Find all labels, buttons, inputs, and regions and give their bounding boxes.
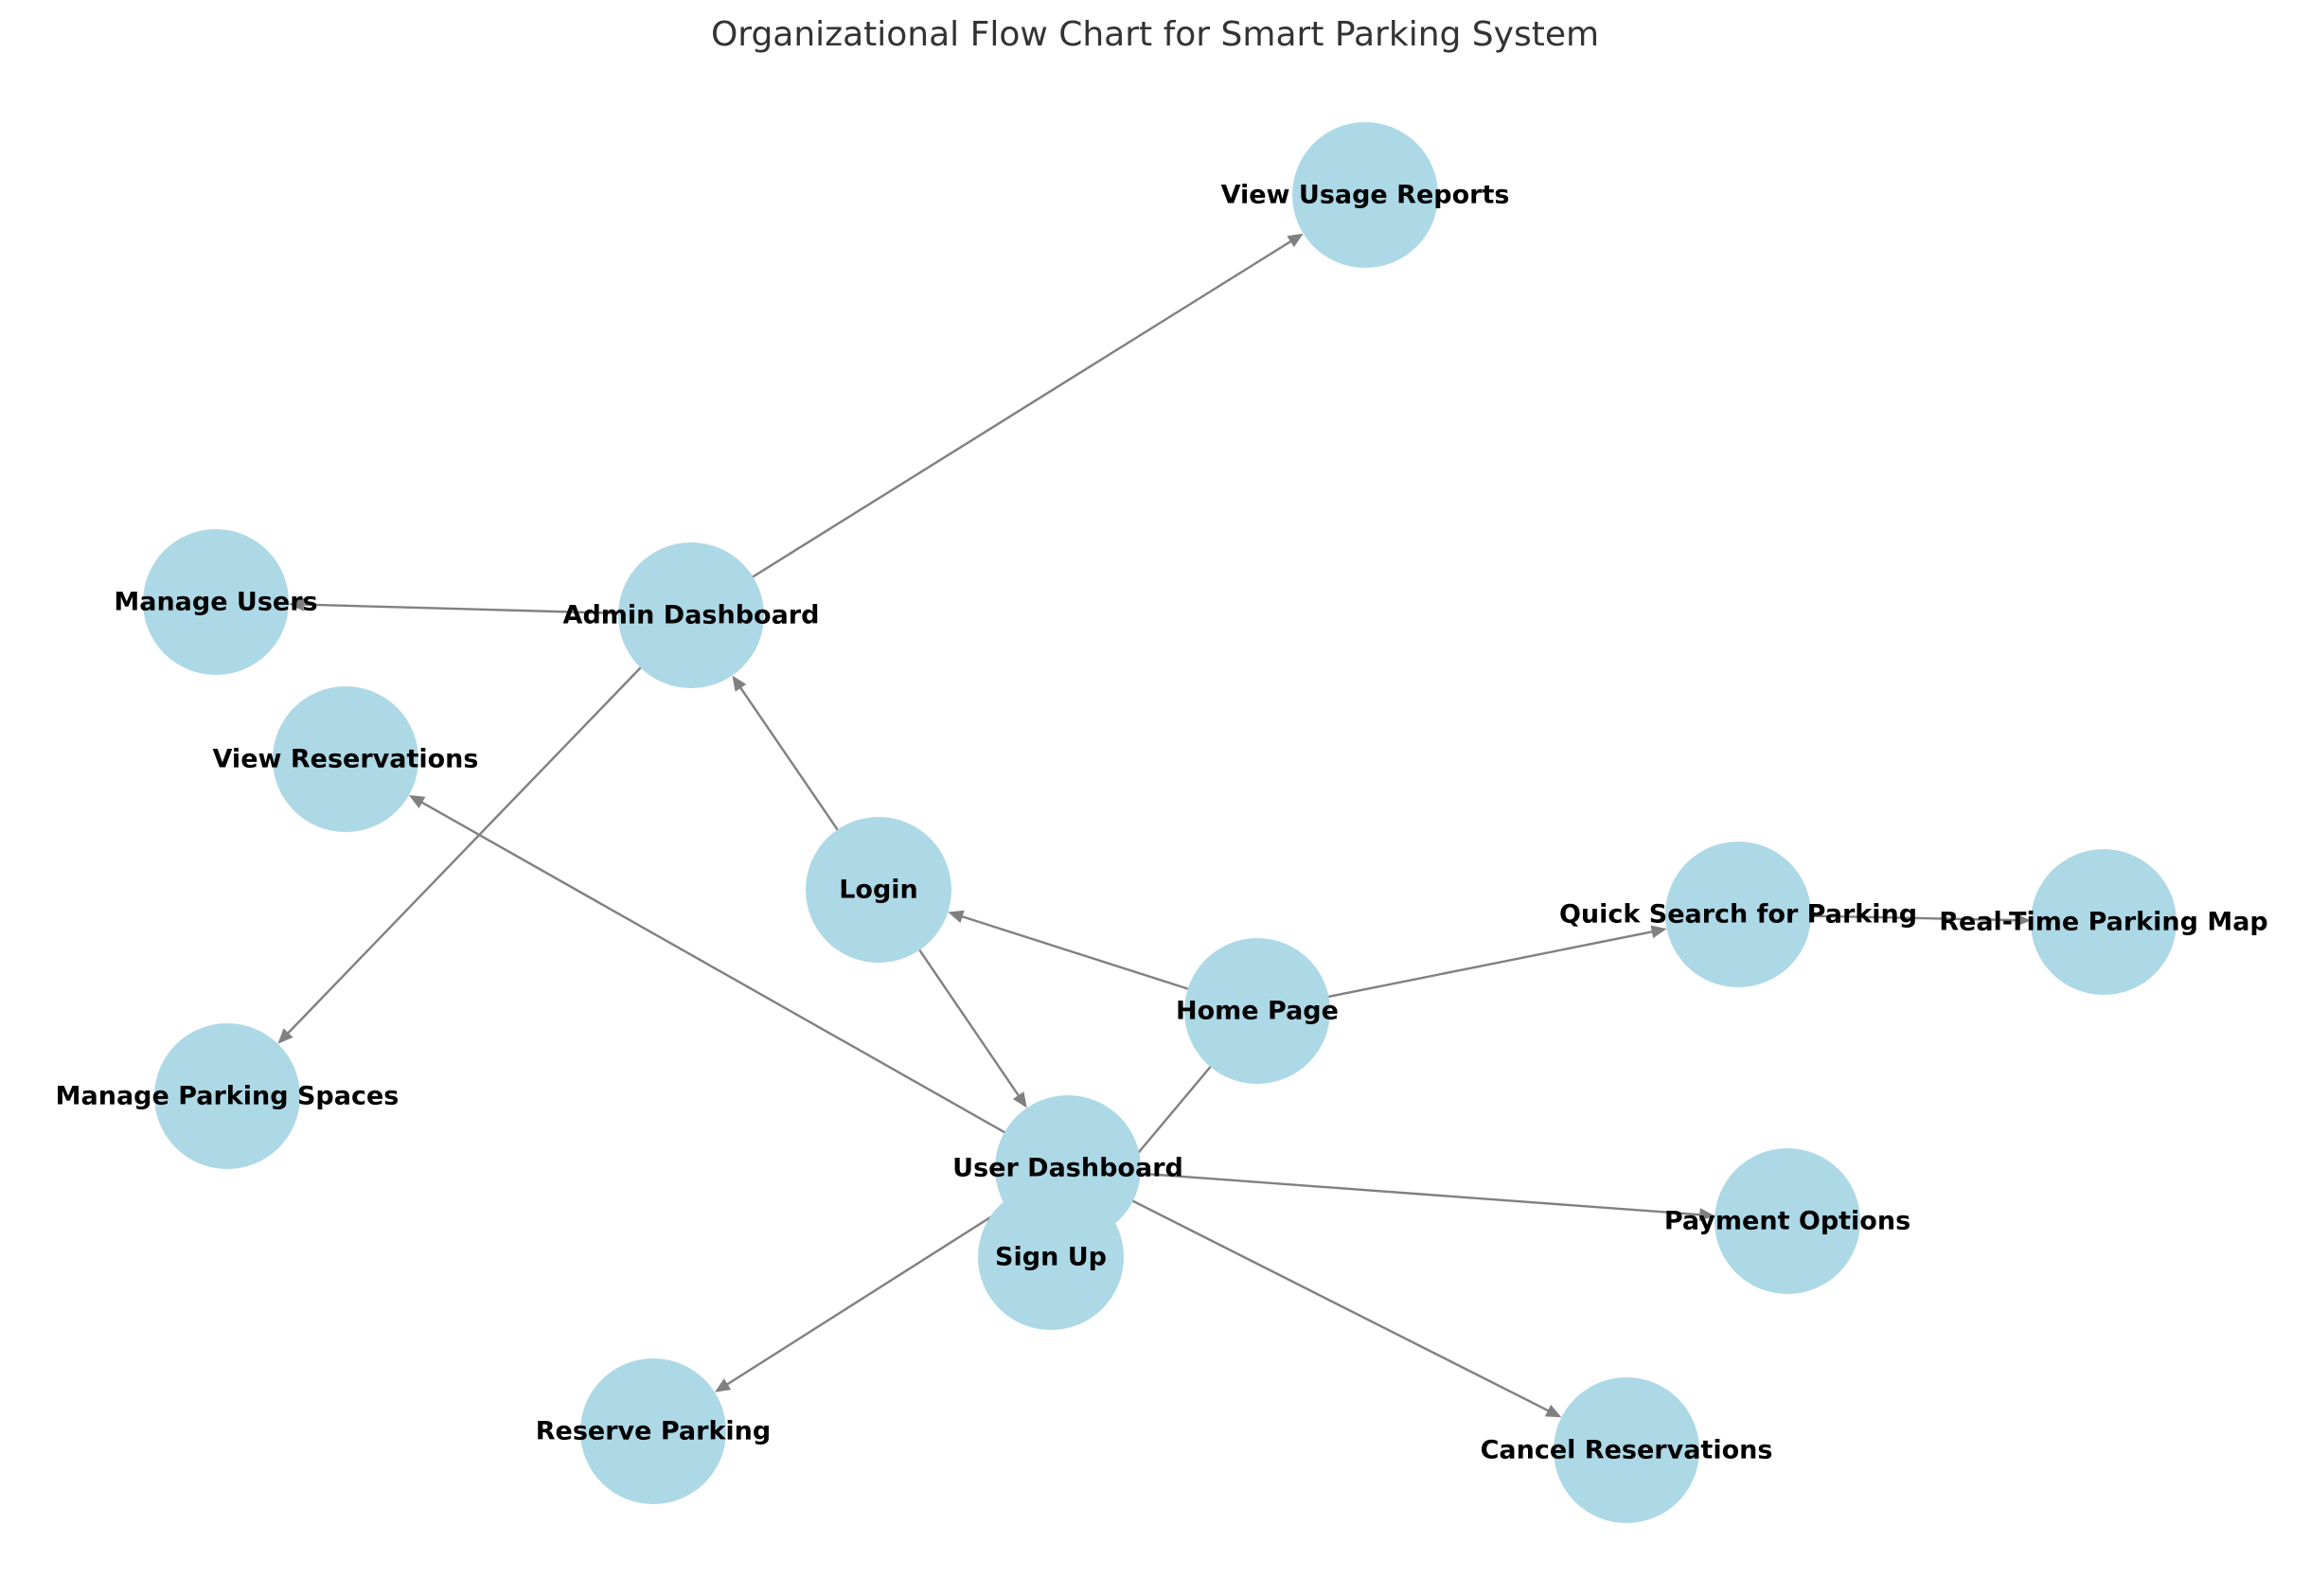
edge-admin-to-reports <box>690 233 1304 617</box>
node-circle-realtime <box>2031 849 2177 995</box>
arrowhead-icon <box>1012 1091 1027 1108</box>
edge-line <box>1067 1166 1702 1216</box>
node-circle-quick <box>1665 842 1811 987</box>
edge-line <box>690 239 1293 617</box>
node-label-realtime: Real-Time Parking Map <box>1939 908 2268 937</box>
edges-layer <box>277 233 2032 1418</box>
node-circle-managespaces <box>154 1023 300 1169</box>
edge-user-to-payment <box>1067 1166 1715 1222</box>
node-label-managespaces: Manage Parking Spaces <box>56 1082 400 1111</box>
node-label-reserve: Reserve Parking <box>536 1417 771 1446</box>
arrowhead-icon <box>288 597 305 612</box>
node-label-signup: Sign Up <box>995 1243 1107 1272</box>
node-circle-admin <box>618 542 764 688</box>
edge-line <box>286 614 692 1036</box>
arrowhead-icon <box>1650 925 1667 939</box>
node-circle-cancel <box>1554 1377 1699 1523</box>
edge-line <box>419 800 1069 1170</box>
node-circle-manageusers <box>143 529 289 675</box>
chart-title: Organizational Flow Chart for Smart Park… <box>711 15 1599 54</box>
arrowhead-icon <box>1544 1404 1562 1418</box>
node-label-reports: View Usage Reports <box>1221 181 1510 210</box>
arrowhead-icon <box>1287 233 1304 248</box>
edge-admin-to-managespaces <box>277 614 692 1044</box>
node-label-viewres: View Reservations <box>213 745 479 774</box>
node-circle-viewres <box>273 686 418 832</box>
node-label-home: Home Page <box>1176 997 1339 1026</box>
edge-line <box>1067 1166 1551 1413</box>
arrowhead-icon <box>277 1028 293 1044</box>
arrowhead-icon <box>409 794 426 808</box>
node-label-login: Login <box>839 876 918 905</box>
node-circle-home <box>1184 938 1330 1084</box>
node-label-manageusers: Manage Users <box>114 588 317 617</box>
nodes-layer: Home Page Login Sign Up Quick Search for Pa… <box>56 122 2268 1523</box>
node-circle-payment <box>1715 1148 1860 1294</box>
node-circle-login <box>806 817 951 963</box>
node-label-cancel: Cancel Reservations <box>1481 1436 1773 1465</box>
arrowhead-icon <box>732 675 747 692</box>
node-label-admin: Admin Dashboard <box>563 601 820 630</box>
edge-user-to-viewres <box>409 794 1069 1170</box>
arrowhead-icon <box>715 1378 732 1392</box>
node-label-payment: Payment Options <box>1664 1207 1910 1236</box>
arrowhead-icon <box>1698 1208 1715 1222</box>
node-label-quick: Quick Search for Parking <box>1559 900 1917 930</box>
node-circle-reserve <box>580 1358 726 1504</box>
node-circle-user <box>995 1095 1141 1241</box>
arrowhead-icon <box>2015 913 2032 928</box>
arrowhead-icon <box>948 910 965 924</box>
node-circle-reports <box>1292 122 1438 268</box>
node-label-user: User Dashboard <box>952 1154 1183 1183</box>
edge-user-to-cancel <box>1067 1166 1562 1418</box>
